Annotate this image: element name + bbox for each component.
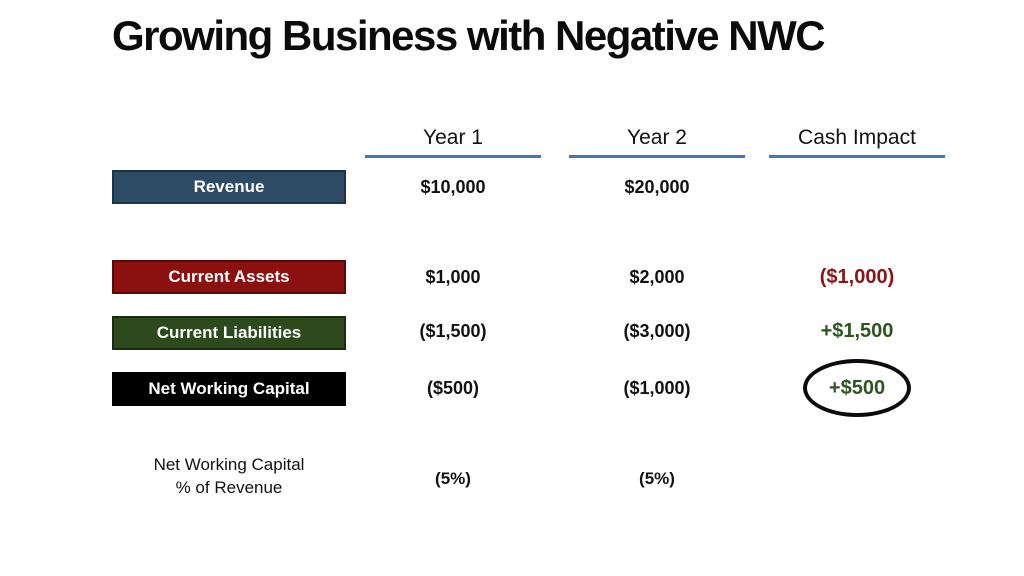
row-label-nwc-pct-line2: % of Revenue (175, 477, 283, 497)
cell-nwc-year1: ($500) (426, 378, 480, 398)
cell-nwc-cash-impact: +$500 (828, 376, 886, 399)
cell-nwc-year2: ($1,000) (623, 378, 691, 398)
cell-revenue-year1: $10,000 (420, 177, 486, 197)
cell-nwc-pct-year1: (5%) (435, 469, 471, 488)
column-header-year2: Year 2 (569, 126, 745, 158)
cell-current-liabilities-year1: ($1,500) (419, 321, 487, 341)
slide-title: Growing Business with Negative NWC (112, 12, 826, 59)
row-label-nwc-pct-line1: Net Working Capital (153, 455, 305, 474)
row-label-nwc-pct-of-revenue: Net Working Capital % of Revenue (112, 454, 346, 500)
row-label-current-assets-text: Current Assets (168, 267, 290, 286)
row-label-net-working-capital: Net Working Capital (112, 372, 346, 406)
column-header-year1: Year 1 (365, 126, 541, 158)
row-label-current-assets: Current Assets (112, 260, 346, 294)
row-label-revenue: Revenue (112, 170, 346, 204)
column-header-cash-impact: Cash Impact (769, 126, 945, 158)
cell-nwc-pct-year2: (5%) (639, 469, 675, 488)
row-label-current-liabilities: Current Liabilities (112, 316, 346, 350)
cell-current-assets-year2: $2,000 (629, 267, 685, 287)
row-label-revenue-text: Revenue (193, 177, 265, 196)
row-label-net-working-capital-text: Net Working Capital (148, 379, 310, 398)
cell-current-liabilities-cash-impact: +$1,500 (820, 320, 894, 342)
row-label-current-liabilities-text: Current Liabilities (156, 323, 302, 342)
cell-revenue-year2: $20,000 (624, 177, 690, 197)
cell-current-assets-cash-impact: ($1,000) (819, 266, 895, 288)
cell-current-assets-year1: $1,000 (425, 267, 481, 287)
cell-current-liabilities-year2: ($3,000) (623, 321, 691, 341)
highlight-circle: +$500 (803, 359, 911, 417)
